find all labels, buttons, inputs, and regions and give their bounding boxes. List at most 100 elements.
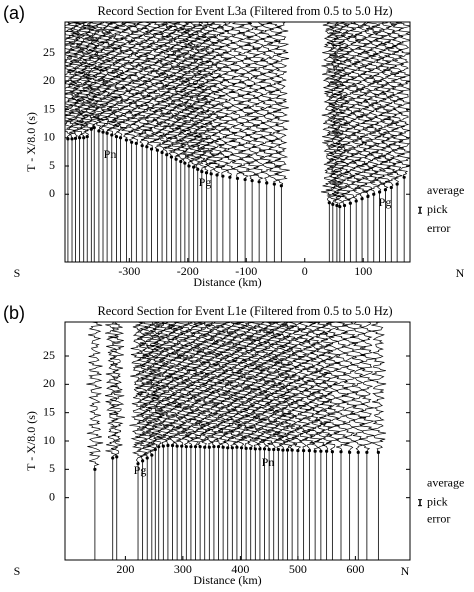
- pick: [372, 192, 376, 196]
- pick: [82, 136, 86, 140]
- waveform: [256, 322, 273, 449]
- pick: [134, 141, 138, 146]
- pick: [307, 449, 311, 453]
- pick: [313, 449, 317, 453]
- y-tick-label: 20: [43, 376, 55, 390]
- pick: [366, 194, 370, 199]
- x-axis-label: Distance (km): [193, 573, 261, 587]
- pick: [110, 133, 114, 137]
- x-tick-label: 600: [346, 562, 364, 576]
- waveform: [353, 22, 371, 199]
- pick: [360, 197, 364, 201]
- waveform: [275, 322, 292, 451]
- pick: [216, 445, 221, 449]
- waveform: [335, 22, 353, 206]
- pick: [354, 199, 358, 203]
- pick: [262, 447, 267, 451]
- y-tick-label: 0: [49, 186, 55, 200]
- waveform: [242, 322, 260, 449]
- y-axis-label: T - X/8.0 (s): [24, 411, 38, 471]
- x-tick-label: 100: [354, 264, 372, 278]
- waveform: [332, 322, 350, 452]
- pick: [325, 449, 329, 453]
- pick: [145, 145, 149, 149]
- pick: [166, 443, 170, 448]
- pick: [365, 450, 369, 454]
- waveform: [163, 22, 181, 158]
- phase-label: Pn: [104, 147, 117, 161]
- waveform: [158, 22, 176, 155]
- waveform: [75, 22, 93, 138]
- pick: [196, 167, 200, 171]
- y-tick-label: 5: [49, 461, 55, 475]
- pick: [272, 182, 276, 186]
- pick: [78, 136, 82, 140]
- waveform: [237, 322, 255, 449]
- pick: [290, 448, 294, 452]
- waveform: [259, 22, 276, 184]
- pick: [73, 136, 78, 140]
- pick: [183, 161, 187, 165]
- waveform: [167, 22, 185, 160]
- pick: [267, 447, 271, 452]
- waveform: [172, 22, 189, 162]
- waveform: [347, 22, 365, 202]
- pick: [377, 190, 382, 194]
- panel-label: (b): [3, 303, 25, 323]
- pick: [160, 150, 164, 155]
- x-tick-label: -300: [118, 264, 140, 278]
- waveform: [214, 22, 232, 177]
- pick: [115, 455, 119, 459]
- pick: [207, 445, 211, 449]
- pick: [221, 445, 225, 449]
- waveform: [180, 22, 198, 167]
- pick: [155, 148, 159, 152]
- pick: [180, 444, 184, 448]
- waveform: [71, 22, 88, 139]
- pick: [265, 181, 269, 185]
- pick: [348, 201, 352, 205]
- traces: [86, 322, 387, 560]
- pick: [204, 171, 209, 175]
- pick: [319, 449, 323, 453]
- x-tick-label: 400: [231, 562, 249, 576]
- y-tick-label: 10: [43, 130, 55, 144]
- panel-label: (a): [3, 3, 25, 23]
- pick: [114, 135, 119, 139]
- pick: [161, 444, 165, 448]
- error-label: error: [427, 221, 450, 235]
- side-label: N: [456, 266, 465, 280]
- waveform: [251, 322, 268, 450]
- pick: [257, 180, 261, 184]
- waveform: [395, 22, 410, 178]
- pick: [193, 445, 198, 449]
- traces: [65, 22, 410, 262]
- waveform: [223, 322, 242, 448]
- pick: [187, 164, 191, 168]
- pick: [165, 153, 169, 157]
- pick: [215, 173, 219, 177]
- waveform: [127, 22, 145, 144]
- waveform: [214, 322, 232, 448]
- pick: [140, 144, 144, 148]
- pick: [105, 131, 109, 135]
- waveform: [103, 22, 120, 136]
- pick: [174, 157, 178, 161]
- waveform: [164, 322, 181, 446]
- phase-label: Pg: [199, 175, 212, 189]
- waveform: [153, 22, 171, 153]
- waveform: [269, 322, 287, 450]
- waveform: [105, 322, 122, 459]
- phase-label: Pg: [379, 195, 392, 209]
- pick: [212, 445, 216, 449]
- pick: [402, 175, 406, 179]
- pick: [124, 138, 128, 142]
- waveform: [341, 322, 359, 453]
- error-label: error: [427, 511, 450, 525]
- waveform: [312, 322, 329, 452]
- chart-title: Record Section for Event L3a (Filtered f…: [97, 4, 392, 18]
- pick: [70, 137, 74, 141]
- pick: [253, 447, 257, 451]
- side-label: N: [401, 564, 410, 578]
- phase-label: Pn: [262, 455, 275, 469]
